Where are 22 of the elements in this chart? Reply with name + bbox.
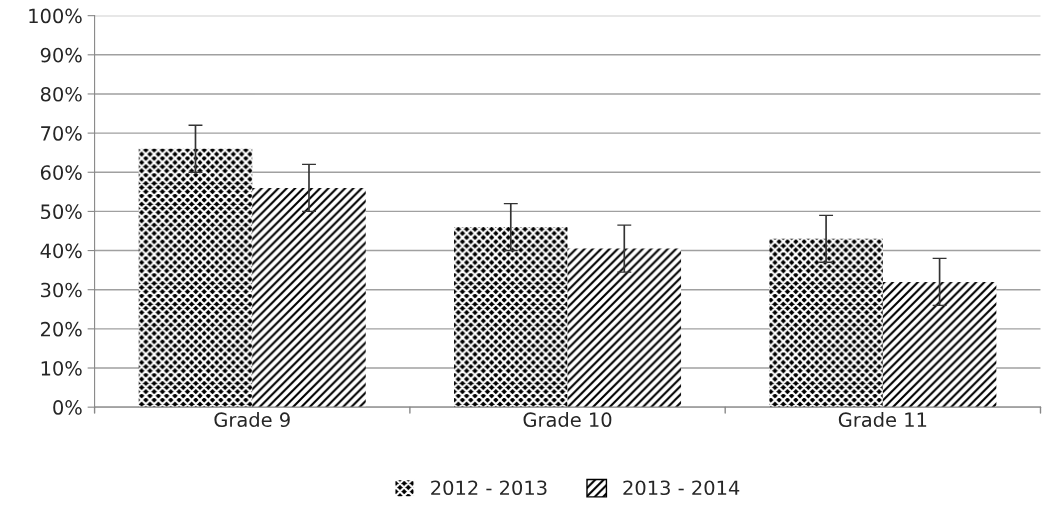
bar [138,148,253,408]
y-tick-label: 20% [40,321,82,337]
x-tick-label: Grade 10 [523,412,612,428]
bar [567,248,682,408]
bar [882,281,997,408]
legend-label: 2012 - 2013 [431,480,547,496]
y-tick-label: 10% [41,360,82,376]
x-tick-label: Grade 11 [838,412,927,428]
y-tick-label: 60% [40,165,82,180]
bar [252,187,366,408]
legend-label: 2013 - 2014 [623,480,740,496]
y-tick-label: 100% [29,8,82,24]
y-tick-label: 0% [53,400,82,415]
bar [454,227,568,408]
y-tick-label: 30% [41,282,82,298]
bar [769,238,883,408]
y-tick-label: 50% [41,204,82,220]
x-tick-label: Grade 9 [214,412,290,428]
y-tick-label: 70% [41,126,82,141]
y-tick-label: 90% [40,47,82,63]
y-tick-label: 80% [40,86,82,102]
y-tick-label: 40% [40,243,82,259]
